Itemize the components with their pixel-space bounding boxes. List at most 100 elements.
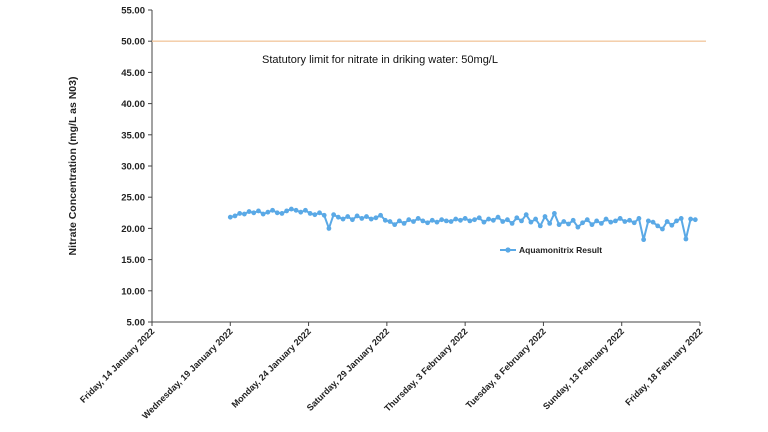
data-point — [373, 215, 379, 221]
y-tick-label: 5.00 — [127, 318, 146, 329]
data-point — [627, 217, 632, 223]
data-point — [350, 217, 355, 223]
data-point — [237, 211, 243, 216]
x-tick-label: Wednesday, 19 January 2022 — [140, 326, 235, 421]
data-point — [232, 213, 238, 219]
y-tick-label: 25.00 — [121, 193, 145, 204]
data-point — [265, 209, 271, 215]
data-point — [439, 217, 445, 223]
data-point — [448, 219, 454, 224]
y-tick-label: 45.00 — [121, 68, 145, 79]
data-point — [387, 219, 393, 224]
data-point — [603, 216, 609, 222]
data-point — [307, 211, 313, 216]
y-tick-label: 35.00 — [121, 130, 145, 141]
data-point — [641, 237, 647, 243]
x-tick-label: Thursday, 3 February 2022 — [382, 326, 469, 413]
y-tick-label: 30.00 — [121, 162, 145, 173]
data-point — [256, 208, 261, 214]
data-point — [453, 216, 459, 222]
data-point — [561, 219, 567, 224]
data-point — [274, 210, 280, 216]
data-point — [467, 218, 473, 224]
data-point — [462, 216, 468, 221]
data-point — [326, 226, 332, 231]
data-point — [364, 214, 369, 219]
data-point — [270, 207, 275, 213]
x-tick-label: Friday, 14 January 2022 — [78, 326, 156, 404]
y-tick-label: 50.00 — [121, 37, 145, 48]
data-point — [509, 221, 515, 226]
data-point — [443, 218, 449, 224]
data-point — [556, 222, 562, 228]
data-point — [458, 217, 463, 223]
data-point — [227, 214, 233, 220]
legend-marker — [505, 247, 511, 253]
legend-label-aquamonitrix: Aquamonitrix Result — [519, 245, 602, 255]
data-point — [528, 219, 534, 225]
x-tick-label: Monday, 24 January 2022 — [230, 326, 313, 409]
data-point — [613, 218, 618, 224]
series-aquamonitrix — [227, 206, 698, 243]
data-point — [514, 215, 520, 221]
x-tick-label: Sunday, 13 February 2022 — [541, 326, 626, 411]
data-point — [660, 226, 665, 232]
data-point — [317, 210, 322, 216]
data-point — [631, 220, 637, 226]
data-point — [692, 217, 698, 223]
data-point — [476, 215, 482, 221]
data-point — [284, 208, 290, 214]
data-point — [321, 212, 327, 218]
series-line — [230, 208, 696, 240]
data-point — [594, 218, 600, 224]
data-point — [655, 223, 661, 229]
x-tick-label: Tuesday, 8 February 2022 — [464, 326, 548, 410]
data-point — [382, 217, 388, 223]
data-point — [608, 219, 614, 225]
data-point — [340, 216, 346, 222]
data-point — [378, 212, 383, 218]
data-point — [429, 217, 435, 223]
data-point — [551, 211, 557, 216]
data-point — [570, 217, 576, 223]
data-point — [312, 212, 318, 218]
data-point — [537, 223, 543, 229]
data-point — [645, 218, 651, 224]
y-tick-label: 10.00 — [121, 286, 145, 297]
y-tick-label: 55.00 — [121, 6, 145, 17]
x-tick-label: Friday, 18 February 2022 — [623, 326, 704, 407]
data-point — [415, 216, 421, 221]
data-point — [260, 211, 266, 217]
data-point — [411, 219, 416, 224]
data-point — [584, 217, 590, 223]
data-point — [566, 221, 571, 227]
data-point — [495, 214, 501, 220]
data-point — [650, 219, 656, 225]
data-point — [575, 224, 581, 230]
y-tick-label: 40.00 — [121, 99, 145, 110]
data-point — [519, 218, 524, 224]
y-tick-label: 15.00 — [121, 255, 145, 266]
data-point — [368, 216, 374, 222]
data-point — [401, 221, 407, 226]
data-point — [396, 218, 402, 224]
data-point — [580, 220, 585, 226]
data-point — [481, 219, 487, 225]
data-point — [664, 219, 670, 224]
data-point — [669, 222, 675, 228]
data-point — [472, 217, 477, 223]
data-point — [636, 216, 642, 221]
data-point — [434, 219, 440, 225]
data-point — [406, 217, 412, 223]
data-point — [622, 219, 628, 224]
data-point — [303, 207, 308, 213]
data-point — [523, 212, 529, 218]
data-point — [490, 217, 496, 223]
data-point — [547, 221, 553, 226]
data-point — [335, 214, 341, 220]
data-point — [279, 211, 285, 216]
legend: Aquamonitrix Result — [500, 245, 602, 255]
data-point — [241, 211, 247, 217]
data-point — [542, 214, 548, 219]
